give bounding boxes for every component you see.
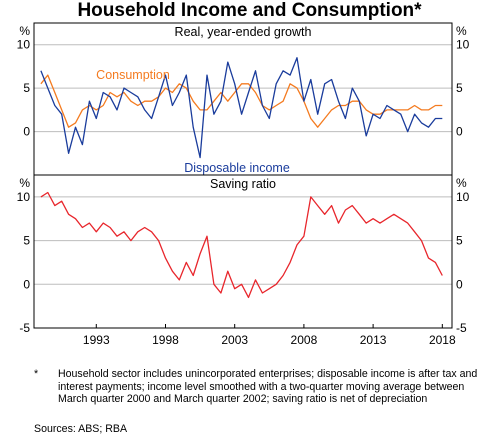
footnote-text: Household sector includes unincorporated… [58, 368, 478, 406]
y-unit-right: % [456, 24, 467, 38]
footnote-marker: * [34, 368, 39, 380]
y-tick-label-left: 5 [23, 81, 30, 95]
disposable-income-label: Disposable income [184, 161, 290, 175]
y-tick-label-right: -5 [456, 321, 467, 335]
y-tick-label-right: 10 [456, 38, 470, 52]
consumption-label: Consumption [96, 68, 170, 82]
series-line-consumption [40, 74, 443, 128]
x-tick-label: 2008 [291, 333, 318, 347]
x-tick-label: 2013 [360, 333, 387, 347]
series-line-disposable-income [40, 57, 443, 159]
y-unit-left: % [19, 176, 30, 190]
x-tick-label: 2018 [429, 333, 456, 347]
y-unit-left: % [19, 24, 30, 38]
y-tick-label-left: 10 [17, 190, 31, 204]
y-tick-label-left: -5 [19, 321, 30, 335]
y-tick-label-right: 0 [456, 125, 463, 139]
chart-title: Household Income and Consumption* [77, 0, 422, 21]
y-tick-label-left: 0 [23, 125, 30, 139]
x-tick-label: 2003 [221, 333, 248, 347]
y-unit-right: % [456, 176, 467, 190]
panel-title: Real, year-ended growth [175, 25, 312, 39]
y-tick-label-right: 0 [456, 277, 463, 291]
y-tick-label-right: 5 [456, 234, 463, 248]
y-tick-label-left: 0 [23, 277, 30, 291]
panel-title: Saving ratio [210, 177, 276, 191]
x-tick-label: 1993 [83, 333, 110, 347]
y-tick-label-right: 10 [456, 190, 470, 204]
series-line-saving-ratio [40, 191, 443, 299]
x-tick-label: 1998 [152, 333, 179, 347]
sources-text: Sources: ABS; RBA [34, 423, 128, 435]
y-tick-label-left: 5 [23, 234, 30, 248]
y-tick-label-right: 5 [456, 81, 463, 95]
y-tick-label-left: 10 [17, 38, 31, 52]
